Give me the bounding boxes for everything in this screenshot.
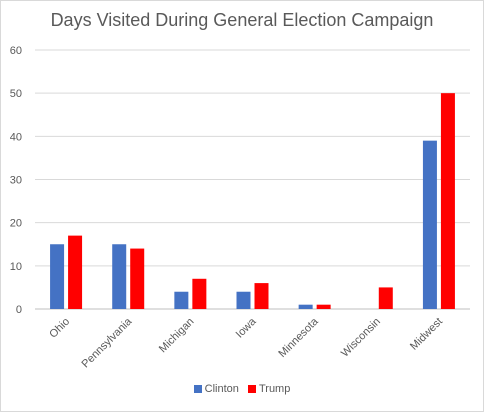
y-tick-label: 50: [10, 88, 22, 100]
bar-clinton-pennsylvania: [112, 244, 127, 309]
legend-item-clinton: Clinton: [193, 383, 239, 395]
legend-item-trump: Trump: [247, 383, 291, 395]
bar-trump-ohio: [68, 235, 83, 309]
bar-clinton-ohio: [50, 244, 65, 309]
bar-trump-pennsylvania: [130, 248, 145, 309]
bar-trump-minnesota: [316, 304, 331, 309]
bar-trump-michigan: [192, 278, 207, 309]
bar-clinton-midwest: [422, 140, 437, 309]
y-tick-label: 60: [10, 45, 22, 57]
x-tick-label: Midwest: [408, 316, 445, 353]
legend: Clinton Trump: [0, 383, 484, 396]
x-tick-label: Iowa: [234, 315, 260, 341]
bar-clinton-michigan: [174, 291, 189, 309]
y-tick-label: 30: [10, 175, 22, 187]
legend-swatch-trump: [247, 385, 256, 393]
legend-swatch-clinton: [193, 385, 202, 393]
x-tick-label: Michigan: [157, 316, 197, 356]
bar-trump-iowa: [254, 283, 269, 309]
legend-label-clinton: Clinton: [204, 383, 239, 395]
y-tick-label: 0: [16, 304, 22, 316]
y-tick-label: 40: [10, 131, 22, 143]
x-tick-label: Pennsylvania: [80, 315, 135, 370]
chart-title: Days Visited During General Election Cam…: [50, 10, 434, 30]
x-tick-label: Minnesota: [276, 315, 321, 360]
x-tick-label: Wisconsin: [339, 316, 383, 360]
bar-trump-midwest: [440, 93, 455, 310]
y-tick-label: 10: [10, 261, 22, 273]
bar-clinton-iowa: [236, 291, 251, 309]
bar-clinton-minnesota: [298, 304, 313, 309]
legend-label-trump: Trump: [258, 383, 291, 395]
x-tick-label: Ohio: [47, 316, 72, 341]
y-tick-label: 20: [10, 218, 22, 230]
bar-trump-wisconsin: [378, 287, 393, 309]
